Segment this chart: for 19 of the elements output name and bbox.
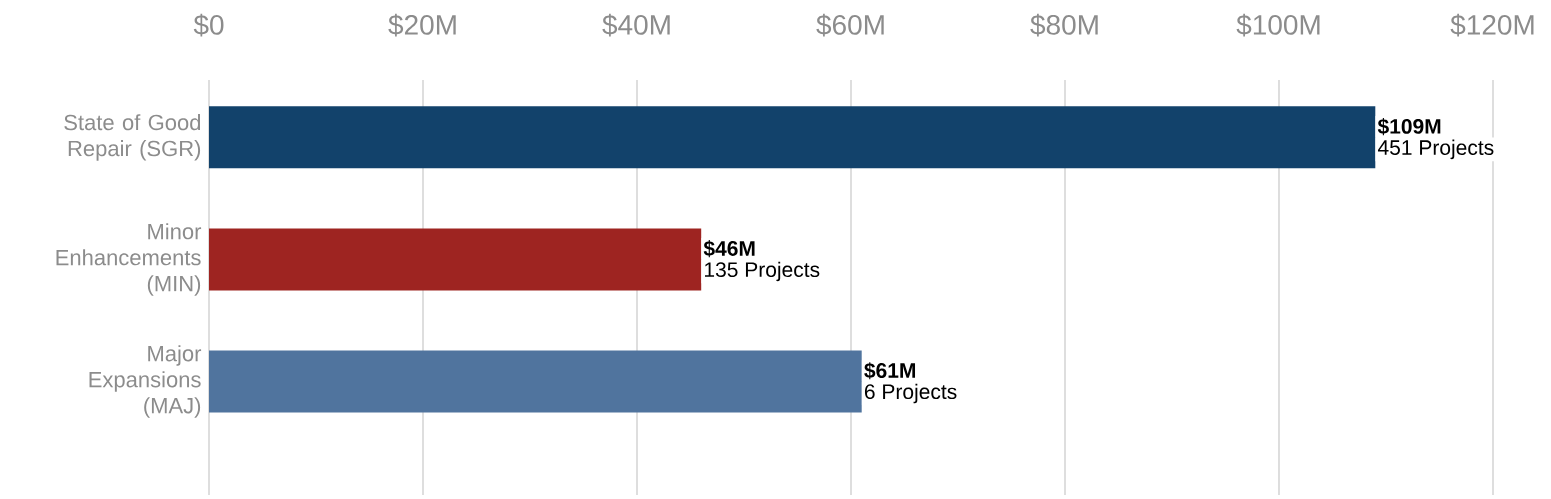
annotation: 135 Projects — [705, 261, 820, 282]
x-tick-label: $20M — [388, 13, 456, 37]
annotation: 6 Projects — [864, 383, 957, 404]
data-label: $61M — [864, 362, 916, 380]
bar — [209, 228, 702, 291]
y-tick-label: State of Good Repair (SGR) — [64, 114, 201, 161]
x-tick-label: $80M — [1030, 13, 1098, 37]
x-tick-label: $0 — [193, 13, 224, 37]
x-tick-label: $100M — [1236, 13, 1320, 37]
x-tick-label: $40M — [602, 13, 670, 37]
data-label: $109M — [1377, 118, 1441, 136]
y-tick-label: Major Expansions (MAJ) — [89, 345, 202, 418]
x-tick-label: $120M — [1450, 13, 1534, 37]
data-label: $46M — [703, 240, 755, 258]
bar — [209, 106, 1376, 169]
y-tick-label: Minor Enhancements (MIN) — [56, 223, 202, 296]
annotation: 451 Projects — [1377, 139, 1494, 160]
x-tick-label: $60M — [816, 13, 884, 37]
bar — [209, 350, 862, 413]
